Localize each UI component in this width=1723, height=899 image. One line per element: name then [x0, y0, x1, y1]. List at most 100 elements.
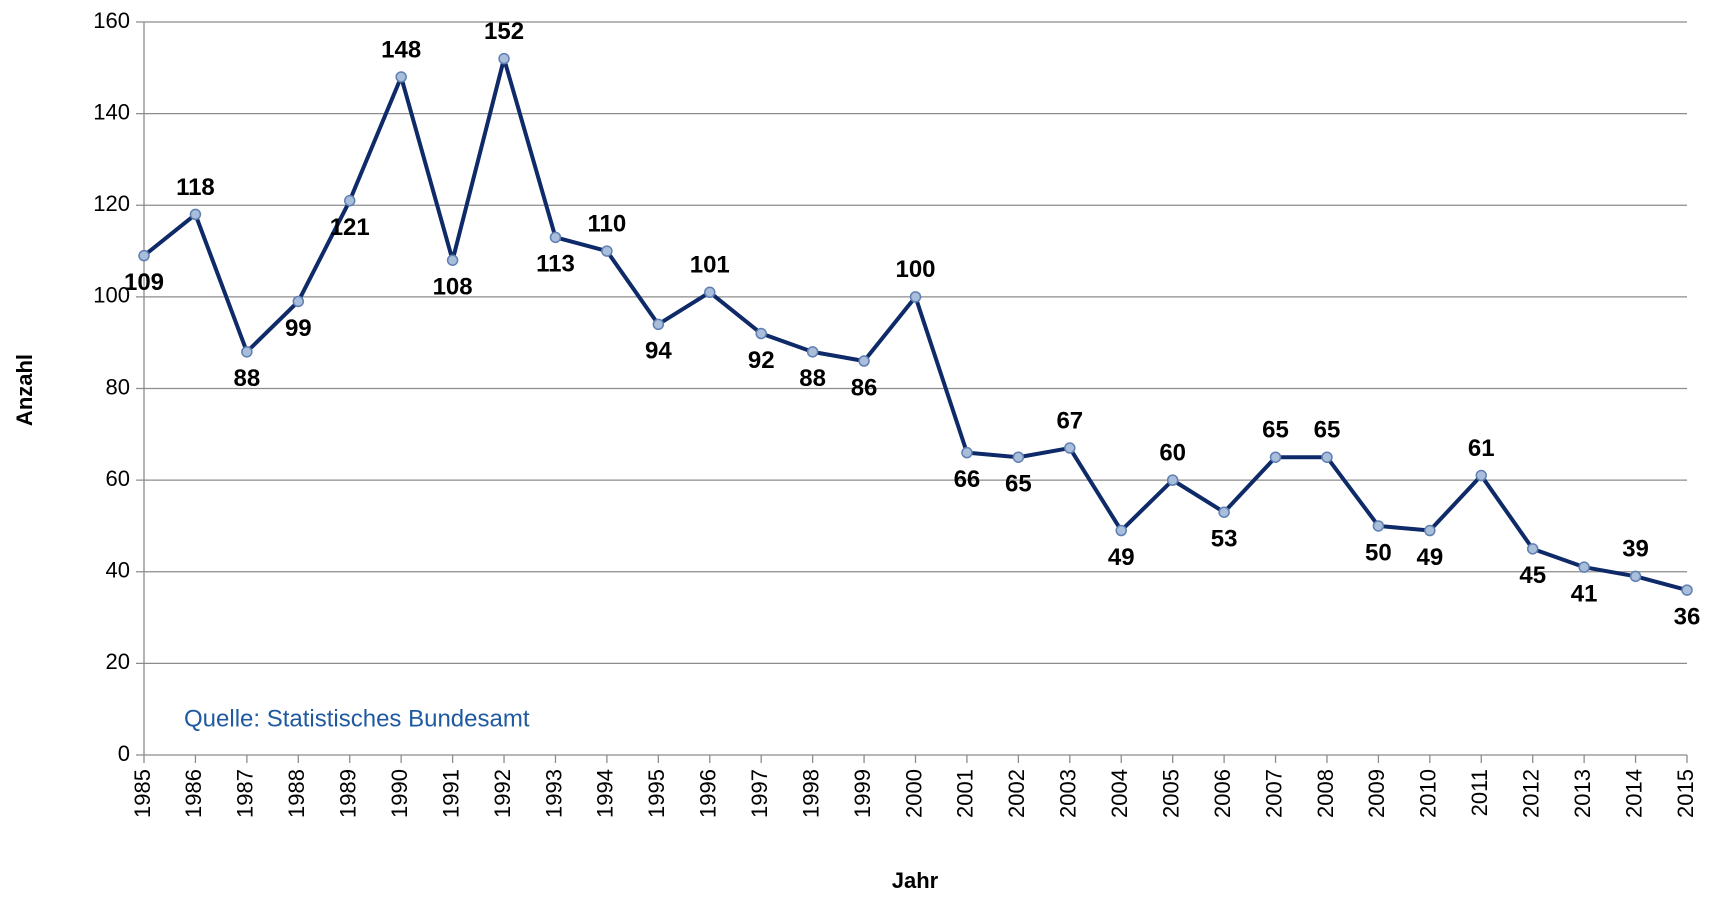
x-tick-label: 1997: [747, 769, 772, 818]
y-tick-label: 40: [106, 558, 130, 583]
data-label: 100: [895, 256, 935, 283]
data-label: 50: [1365, 539, 1392, 566]
data-label: 108: [433, 274, 473, 301]
data-label: 53: [1211, 526, 1238, 553]
data-label: 41: [1571, 581, 1598, 608]
x-tick-label: 2004: [1107, 769, 1132, 818]
data-label: 86: [851, 374, 878, 401]
marker: [909, 291, 922, 303]
marker: [446, 254, 459, 266]
marker: [1475, 469, 1488, 482]
x-tick-label: 2003: [1056, 769, 1081, 818]
data-label: 45: [1519, 562, 1546, 589]
marker: [241, 346, 253, 358]
x-tick-label: 2010: [1416, 769, 1441, 818]
x-tick-label: 1991: [438, 769, 463, 818]
source-note: Quelle: Statistisches Bundesamt: [184, 705, 530, 732]
x-tick-label: 1988: [284, 769, 309, 818]
x-tick-label: 2006: [1210, 769, 1235, 818]
data-label: 148: [381, 36, 421, 63]
x-tick-label: 2015: [1673, 769, 1698, 818]
x-tick-label: 1992: [490, 769, 515, 818]
data-label: 49: [1416, 544, 1443, 571]
marker: [1321, 451, 1333, 463]
x-tick-label: 1987: [233, 769, 258, 818]
marker: [1526, 543, 1539, 555]
marker: [858, 355, 870, 367]
marker: [1578, 561, 1590, 573]
marker: [189, 208, 202, 221]
data-label: 109: [124, 269, 164, 296]
data-label: 49: [1108, 544, 1135, 571]
marker: [343, 194, 356, 207]
y-tick-label: 120: [93, 191, 130, 216]
marker: [755, 327, 767, 340]
x-tick-label: 1996: [696, 769, 721, 818]
data-label: 67: [1056, 407, 1083, 434]
y-tick-label: 100: [93, 283, 130, 308]
x-tick-label: 1993: [541, 769, 566, 818]
data-label: 99: [285, 315, 312, 342]
marker: [395, 71, 407, 83]
y-tick-label: 80: [106, 374, 130, 399]
marker: [549, 231, 562, 244]
data-label: 88: [234, 365, 261, 392]
marker: [1166, 474, 1179, 486]
x-tick-label: 2011: [1467, 769, 1492, 816]
marker: [1115, 524, 1127, 537]
data-label: 110: [588, 210, 627, 237]
line: [142, 56, 1688, 593]
x-tick-label: 1999: [850, 769, 875, 818]
data-label: 60: [1159, 439, 1186, 466]
data-label: 66: [954, 466, 981, 493]
marker: [961, 446, 973, 459]
data-label: 88: [799, 365, 826, 392]
x-tick-label: 2013: [1570, 769, 1595, 818]
marker: [601, 245, 613, 257]
x-tick-label: 1990: [387, 769, 412, 818]
data-label: 121: [330, 214, 370, 241]
y-tick-label: 20: [106, 649, 130, 674]
x-tick-label: 2009: [1364, 769, 1389, 818]
marker: [292, 295, 305, 308]
data-label: 65: [1005, 471, 1032, 498]
x-tick-label: 2008: [1313, 769, 1338, 818]
x-axis-label: Jahr: [892, 868, 939, 893]
x-tick-label: 2005: [1158, 769, 1183, 818]
data-label: 65: [1262, 417, 1289, 444]
y-tick-label: 140: [93, 99, 130, 124]
data-label: 101: [690, 252, 730, 279]
data-label: 152: [484, 18, 524, 45]
marker: [1012, 451, 1025, 463]
marker: [806, 346, 819, 358]
marker: [1269, 451, 1282, 463]
x-tick-label: 1998: [798, 769, 823, 818]
x-tick-label: 2000: [901, 769, 926, 818]
data-label: 39: [1622, 536, 1649, 563]
marker: [1424, 524, 1436, 537]
x-tick-label: 1989: [336, 769, 361, 818]
x-tick-label: 2002: [1004, 769, 1029, 818]
y-tick-label: 60: [106, 466, 130, 491]
y-tick-label: 160: [93, 8, 130, 33]
y-tick-label: 0: [118, 741, 130, 766]
x-tick-label: 1986: [181, 769, 206, 818]
x-tick-label: 1985: [130, 769, 155, 818]
data-label: 61: [1468, 435, 1495, 462]
data-label: 65: [1314, 417, 1341, 444]
marker: [498, 52, 510, 65]
marker: [1064, 442, 1076, 454]
x-tick-label: 2007: [1261, 769, 1286, 818]
marker: [1629, 570, 1642, 583]
x-tick-label: 2014: [1621, 769, 1646, 818]
marker: [1372, 520, 1385, 532]
y-axis-label: Anzahl: [12, 354, 37, 426]
x-tick-label: 2012: [1519, 769, 1544, 818]
data-label: 118: [176, 174, 215, 201]
data-label: 92: [748, 347, 775, 374]
x-tick-label: 2001: [953, 769, 978, 818]
x-tick-label: 1994: [593, 769, 618, 818]
marker: [1681, 584, 1693, 596]
